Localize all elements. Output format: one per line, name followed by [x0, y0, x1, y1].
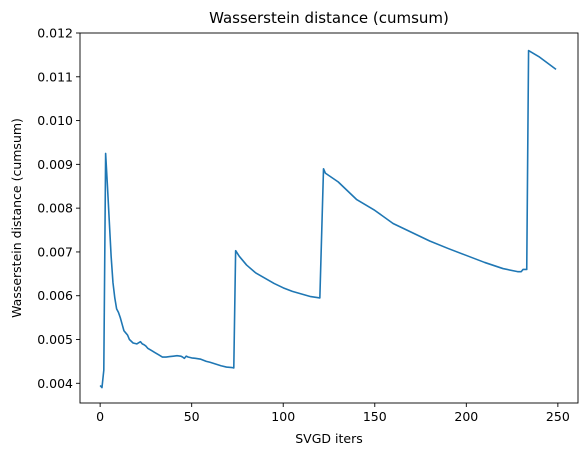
x-tick-label: 100	[271, 409, 295, 424]
y-tick-label: 0.004	[37, 376, 73, 391]
x-tick-label: 250	[546, 409, 570, 424]
x-axis: 0 50 100 150 200 250	[96, 403, 570, 424]
series-line-0	[99, 49, 557, 389]
y-tick-label: 0.010	[37, 113, 73, 128]
y-tick-label: 0.012	[37, 26, 73, 41]
y-tick-label: 0.007	[37, 244, 73, 259]
y-tick-label: 0.011	[37, 69, 73, 84]
y-axis: 0.004 0.005 0.006 0.007 0.008 0.009 0.010 0.011…	[37, 26, 80, 391]
plot-frame	[79, 32, 579, 404]
y-tick-label: 0.005	[37, 332, 73, 347]
y-tick-label: 0.006	[37, 288, 73, 303]
x-tick-label: 0	[96, 409, 104, 424]
x-tick-label: 50	[184, 409, 200, 424]
x-tick-label: 150	[363, 409, 387, 424]
plot-area	[79, 32, 579, 404]
x-axis-title: SVGD iters	[295, 431, 363, 446]
y-tick-label: 0.009	[37, 157, 73, 172]
y-axis-title: Wasserstein distance (cumsum)	[9, 118, 24, 318]
chart-title: Wasserstein distance (cumsum)	[209, 9, 449, 27]
y-tick-label: 0.008	[37, 201, 73, 216]
x-tick-label: 200	[454, 409, 478, 424]
